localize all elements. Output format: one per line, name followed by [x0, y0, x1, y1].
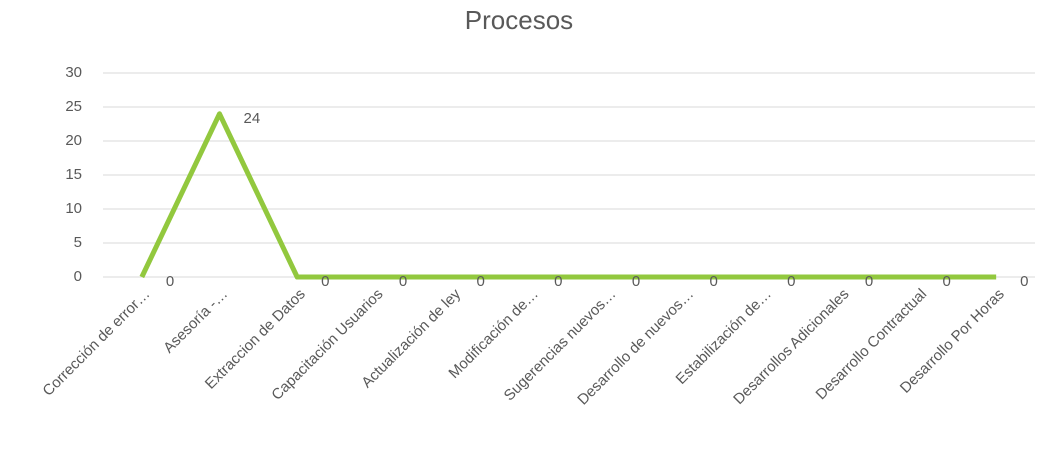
data-label: 0 [943, 273, 951, 290]
y-tick-label: 5 [74, 234, 82, 251]
y-tick-label: 0 [74, 268, 82, 285]
y-tick-label: 25 [65, 98, 82, 115]
data-label: 0 [321, 273, 329, 290]
data-label: 0 [477, 273, 485, 290]
data-label: 24 [244, 110, 261, 127]
y-tick-label: 15 [65, 166, 82, 183]
data-label: 0 [1020, 273, 1028, 290]
data-label: 0 [787, 273, 795, 290]
line [139, 111, 997, 280]
data-label: 0 [399, 273, 407, 290]
chart-title: Procesos [465, 5, 573, 35]
x-tick-label: Asesoría -… [160, 286, 231, 357]
y-tick-label: 30 [65, 64, 82, 81]
data-label: 0 [554, 273, 562, 290]
data-label: 0 [632, 273, 640, 290]
y-tick-label: 20 [65, 132, 82, 149]
x-tick-label: Corrección de error… [39, 286, 153, 400]
data-label: 0 [710, 273, 718, 290]
y-tick-label: 10 [65, 200, 82, 217]
data-label: 0 [166, 273, 174, 290]
data-label: 0 [865, 273, 873, 290]
